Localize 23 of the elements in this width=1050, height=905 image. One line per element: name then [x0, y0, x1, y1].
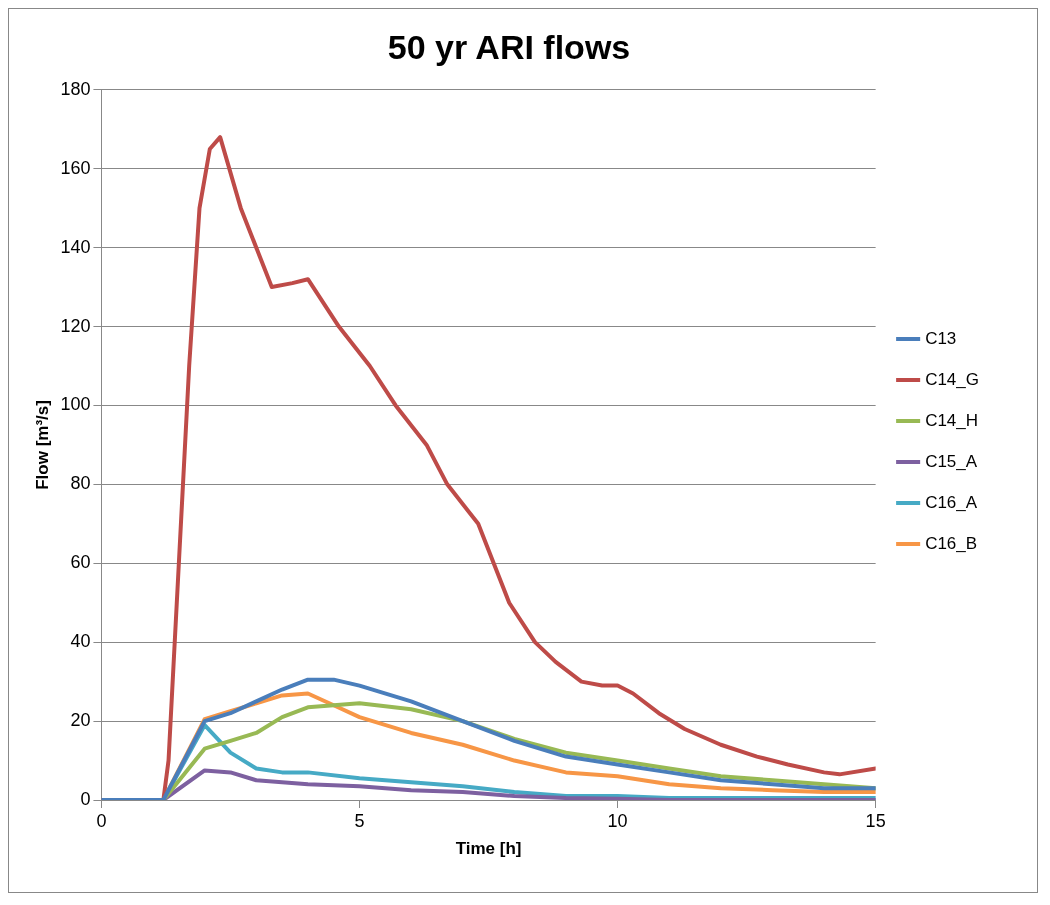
y-tick-label: 40 [70, 631, 91, 652]
x-tick-label: 10 [607, 810, 628, 831]
legend-label: C13 [925, 328, 957, 348]
y-tick-label: 140 [60, 236, 91, 257]
legend-label: C15_A [925, 451, 978, 471]
legend-label: C16_B [925, 533, 978, 553]
y-tick-label: 180 [60, 78, 91, 99]
y-tick-label: 0 [80, 788, 91, 809]
x-tick-label: 5 [354, 810, 365, 831]
legend-label: C14_H [925, 410, 979, 430]
chart-title: 50 yr ARI flows [387, 27, 631, 66]
y-tick-label: 20 [70, 710, 91, 731]
y-tick-label: 80 [70, 473, 91, 494]
y-tick-label: 60 [70, 552, 91, 573]
y-tick-label: 100 [60, 394, 91, 415]
x-axis-title: Time [h] [455, 839, 522, 859]
y-tick-label: 160 [60, 157, 91, 178]
y-tick-label: 120 [60, 315, 91, 336]
x-tick-label: 0 [96, 810, 107, 831]
legend-label: C14_G [925, 369, 980, 389]
legend-label: C16_A [925, 492, 978, 512]
y-axis-title: Flow [m³/s] [32, 400, 52, 490]
x-tick-label: 15 [865, 810, 886, 831]
